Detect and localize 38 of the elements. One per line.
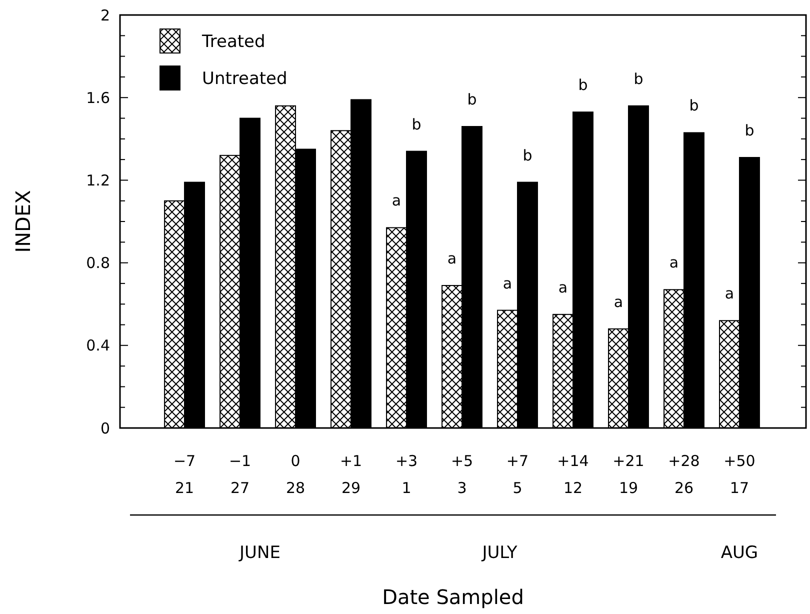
annotation: b [522, 146, 532, 164]
x-tick-label: −1 27 [228, 452, 252, 497]
y-tick-label: 1.6 [86, 88, 110, 107]
annotation: a [502, 274, 512, 292]
x-tick-label: +50 17 [724, 452, 756, 497]
x-tick-label: +5 3 [450, 452, 474, 497]
annotation: a [614, 292, 624, 311]
x-tick-label: +7 5 [506, 452, 529, 497]
y-axis-title: INDEX [11, 190, 35, 253]
x-tick-label: +1 29 [340, 452, 362, 497]
text: JULY [481, 543, 518, 563]
x-tick-label: +14 12 [557, 452, 589, 497]
x-tick-label: +21 19 [612, 452, 644, 497]
legend-label: Treated [201, 32, 266, 52]
x-tick-label: 0 28 [286, 452, 306, 497]
annotation: b [578, 76, 588, 94]
y-tick-label: 1.2 [86, 171, 110, 190]
annotation: b [689, 96, 699, 115]
annotation: b [412, 115, 422, 134]
annotation: b [634, 70, 644, 88]
annotation: b [744, 121, 754, 140]
y-tick-label: 0.8 [86, 254, 110, 272]
x-tick-label: +28 26 [668, 452, 700, 497]
text: AUG [720, 543, 758, 563]
text: JUNE [238, 543, 280, 563]
legend-label: Untreated [202, 68, 288, 89]
x-tick-label: −7 21 [173, 452, 196, 497]
annotation: a [558, 278, 568, 296]
x-tick-label: +3 1 [395, 452, 418, 497]
annotation: a [724, 284, 734, 303]
annotation: a [392, 192, 402, 210]
annotation: a [447, 250, 457, 268]
annotation: b [467, 90, 477, 109]
y-tick-label: 2 [100, 6, 110, 24]
x-axis-title: Date Sampled [382, 585, 524, 609]
y-tick-label: 0 [100, 419, 110, 438]
annotation: a [669, 254, 679, 272]
y-tick-label: 0.4 [86, 336, 110, 355]
